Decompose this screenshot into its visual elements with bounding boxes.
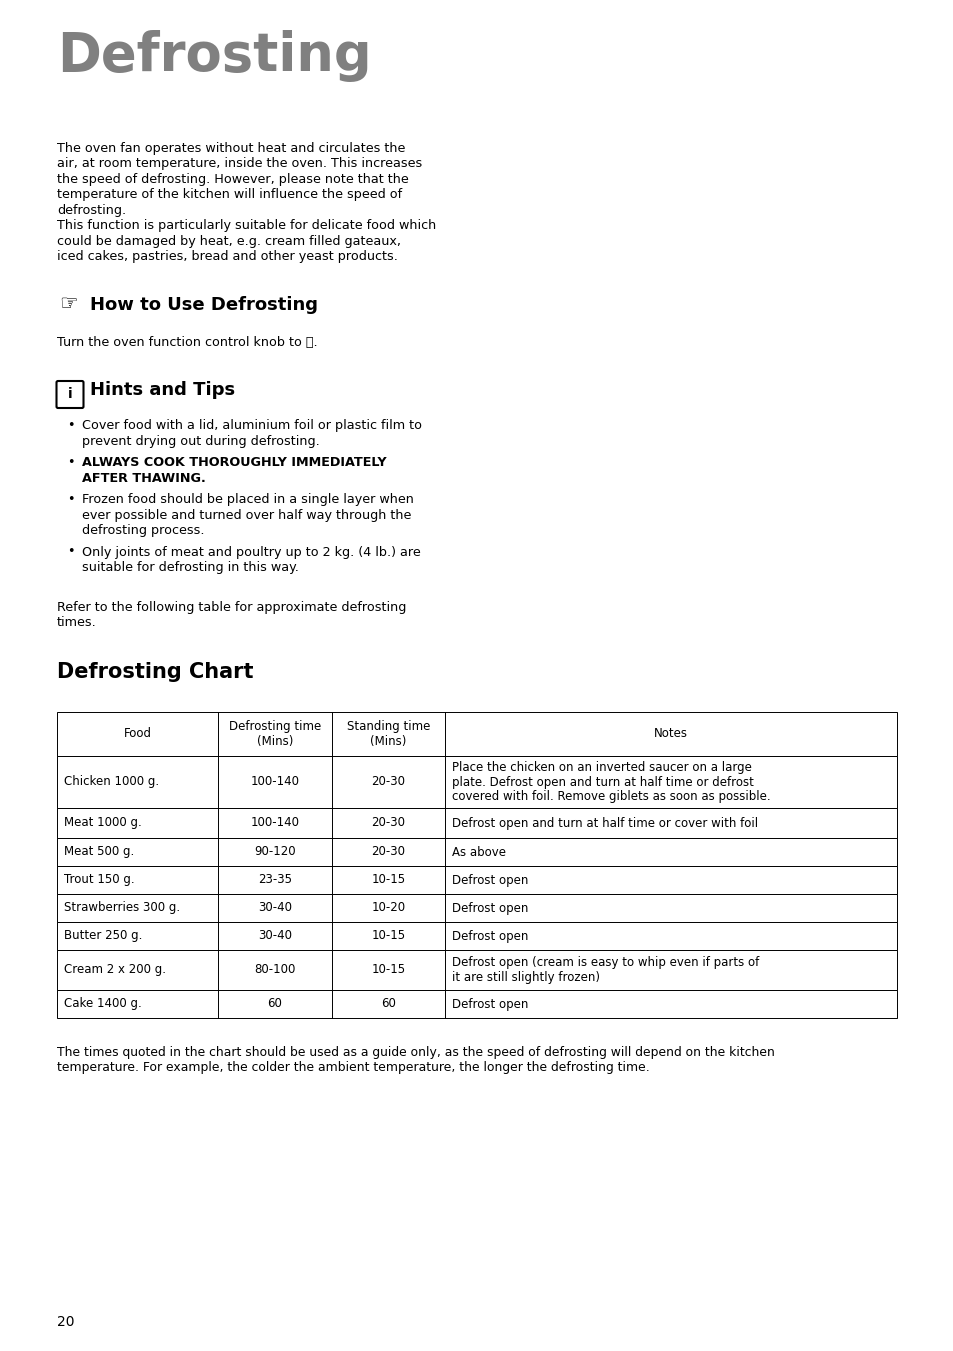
Text: it are still slightly frozen): it are still slightly frozen) <box>452 971 599 984</box>
Text: Hints and Tips: Hints and Tips <box>90 381 234 400</box>
Text: 20-30: 20-30 <box>371 846 405 858</box>
Text: Butter 250 g.: Butter 250 g. <box>64 929 142 943</box>
Text: i: i <box>68 388 72 401</box>
Text: defrosting.: defrosting. <box>57 204 126 218</box>
Text: 60: 60 <box>267 997 282 1011</box>
Text: Defrost open: Defrost open <box>452 929 528 943</box>
Text: Cream 2 x 200 g.: Cream 2 x 200 g. <box>64 963 166 977</box>
Bar <box>57 757 896 808</box>
Bar <box>57 808 896 838</box>
Text: ever possible and turned over half way through the: ever possible and turned over half way t… <box>82 509 411 521</box>
Text: •: • <box>67 493 74 507</box>
Text: Only joints of meat and poultry up to 2 kg. (4 lb.) are: Only joints of meat and poultry up to 2 … <box>82 546 420 559</box>
Text: times.: times. <box>57 616 96 630</box>
Text: 20: 20 <box>57 1315 74 1329</box>
Bar <box>57 921 896 950</box>
Text: 30-40: 30-40 <box>257 901 292 915</box>
Text: Defrosting: Defrosting <box>57 30 372 82</box>
Text: Notes: Notes <box>654 727 687 740</box>
Bar <box>57 950 896 990</box>
Text: Defrost open and turn at half time or cover with foil: Defrost open and turn at half time or co… <box>452 817 758 830</box>
Text: 80-100: 80-100 <box>254 963 295 977</box>
Bar <box>57 838 896 866</box>
Text: 20-30: 20-30 <box>371 775 405 789</box>
Text: Defrost open: Defrost open <box>452 874 528 886</box>
Text: 20-30: 20-30 <box>371 816 405 830</box>
Text: 60: 60 <box>380 997 395 1011</box>
Text: could be damaged by heat, e.g. cream filled gateaux,: could be damaged by heat, e.g. cream fil… <box>57 235 400 249</box>
Text: temperature. For example, the colder the ambient temperature, the longer the def: temperature. For example, the colder the… <box>57 1062 649 1074</box>
Text: Turn the oven function control knob to ⓞ.: Turn the oven function control knob to ⓞ… <box>57 336 317 349</box>
Text: •: • <box>67 457 74 469</box>
Text: This function is particularly suitable for delicate food which: This function is particularly suitable f… <box>57 219 436 232</box>
Text: plate. Defrost open and turn at half time or defrost: plate. Defrost open and turn at half tim… <box>452 775 753 789</box>
Text: iced cakes, pastries, bread and other yeast products.: iced cakes, pastries, bread and other ye… <box>57 250 397 263</box>
Text: the speed of defrosting. However, please note that the: the speed of defrosting. However, please… <box>57 173 408 186</box>
Bar <box>57 894 896 921</box>
Text: Place the chicken on an inverted saucer on a large: Place the chicken on an inverted saucer … <box>452 761 751 774</box>
Text: AFTER THAWING.: AFTER THAWING. <box>82 471 206 485</box>
Text: 30-40: 30-40 <box>257 929 292 943</box>
Text: defrosting process.: defrosting process. <box>82 524 204 538</box>
Text: Meat 500 g.: Meat 500 g. <box>64 846 134 858</box>
Text: Defrost open (cream is easy to whip even if parts of: Defrost open (cream is easy to whip even… <box>452 957 759 970</box>
Text: Defrost open: Defrost open <box>452 901 528 915</box>
Bar <box>57 712 896 757</box>
Text: 100-140: 100-140 <box>251 775 299 789</box>
Text: Cake 1400 g.: Cake 1400 g. <box>64 997 142 1011</box>
Text: 10-20: 10-20 <box>371 901 405 915</box>
Text: 23-35: 23-35 <box>257 874 292 886</box>
Text: Meat 1000 g.: Meat 1000 g. <box>64 816 142 830</box>
Text: 90-120: 90-120 <box>253 846 295 858</box>
Text: ☞: ☞ <box>59 295 77 313</box>
Text: The times quoted in the chart should be used as a guide only, as the speed of de: The times quoted in the chart should be … <box>57 1046 774 1059</box>
Text: 10-15: 10-15 <box>371 963 405 977</box>
Text: Trout 150 g.: Trout 150 g. <box>64 874 134 886</box>
Text: Chicken 1000 g.: Chicken 1000 g. <box>64 775 159 789</box>
Text: covered with foil. Remove giblets as soon as possible.: covered with foil. Remove giblets as soo… <box>452 790 770 804</box>
Text: 10-15: 10-15 <box>371 874 405 886</box>
Text: Defrosting Chart: Defrosting Chart <box>57 662 253 682</box>
Text: suitable for defrosting in this way.: suitable for defrosting in this way. <box>82 562 298 574</box>
Text: ALWAYS COOK THOROUGHLY IMMEDIATELY: ALWAYS COOK THOROUGHLY IMMEDIATELY <box>82 457 386 470</box>
Bar <box>57 866 896 894</box>
Text: Cover food with a lid, aluminium foil or plastic film to: Cover food with a lid, aluminium foil or… <box>82 420 421 432</box>
Bar <box>57 990 896 1019</box>
Text: temperature of the kitchen will influence the speed of: temperature of the kitchen will influenc… <box>57 189 402 201</box>
Text: •: • <box>67 546 74 558</box>
Text: Strawberries 300 g.: Strawberries 300 g. <box>64 901 180 915</box>
Text: The oven fan operates without heat and circulates the: The oven fan operates without heat and c… <box>57 142 405 155</box>
FancyBboxPatch shape <box>56 381 84 408</box>
Text: •: • <box>67 419 74 432</box>
Text: 10-15: 10-15 <box>371 929 405 943</box>
Text: How to Use Defrosting: How to Use Defrosting <box>90 296 317 313</box>
Text: Defrosting time
(Mins): Defrosting time (Mins) <box>229 720 321 748</box>
Text: Food: Food <box>124 727 152 740</box>
Text: Defrost open: Defrost open <box>452 998 528 1011</box>
Text: 100-140: 100-140 <box>251 816 299 830</box>
Text: prevent drying out during defrosting.: prevent drying out during defrosting. <box>82 435 319 449</box>
Text: Standing time
(Mins): Standing time (Mins) <box>346 720 430 748</box>
Text: Refer to the following table for approximate defrosting: Refer to the following table for approxi… <box>57 601 406 613</box>
Text: As above: As above <box>452 846 505 859</box>
Text: Frozen food should be placed in a single layer when: Frozen food should be placed in a single… <box>82 493 414 507</box>
Text: air, at room temperature, inside the oven. This increases: air, at room temperature, inside the ove… <box>57 158 422 170</box>
